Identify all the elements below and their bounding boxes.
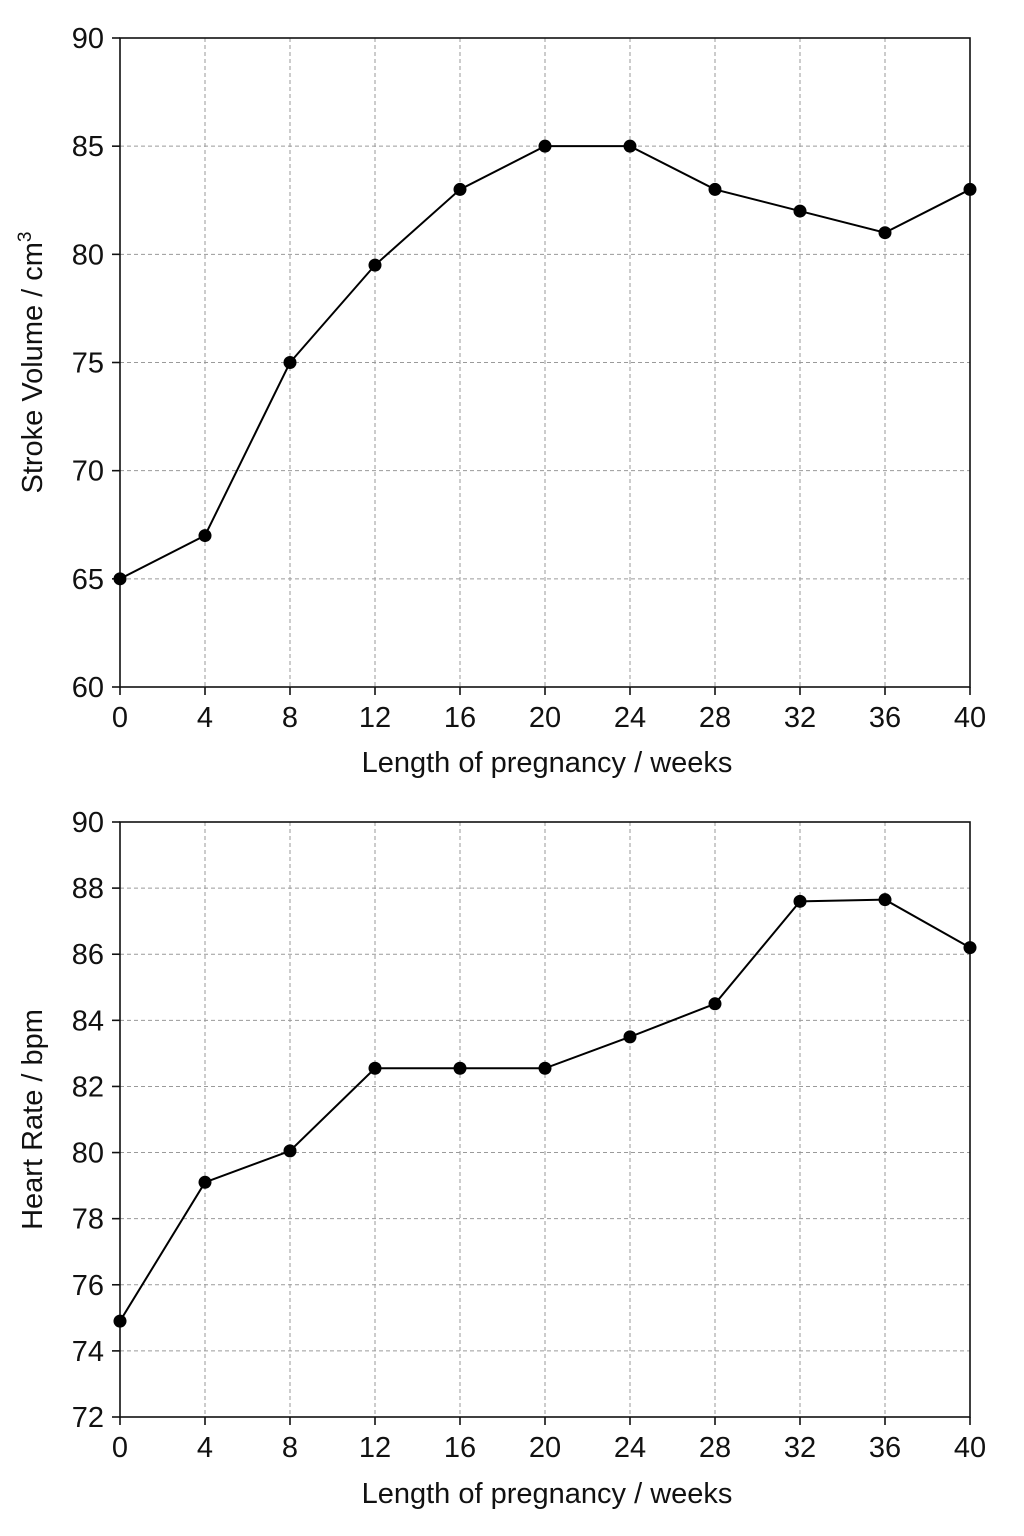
stroke-volume-chart: 0 4 8 12 16 20 24 28 32 36 40 60 65 70 75 80 85 90 Length …: [15, 23, 986, 779]
x-tick-label: 12: [359, 702, 391, 734]
data-point: [538, 1061, 552, 1075]
data-point: [708, 182, 722, 196]
heart-rate-chart: 0 4 8 12 16 20 24 28 32 36 40 72 74 76 78 80 82 84 86 88 90 L…: [17, 807, 986, 1510]
y-axis-label-text: Heart Rate / bpm: [17, 1009, 49, 1230]
y-axis-label: Stroke Volume / cm3: [15, 231, 49, 493]
x-tick-label: 4: [197, 1432, 213, 1464]
x-tick-label: 36: [869, 702, 901, 734]
x-tick-label: 32: [784, 1432, 816, 1464]
data-point: [623, 1030, 637, 1044]
data-point: [283, 356, 297, 369]
x-tick-label: 8: [282, 702, 298, 734]
y-tick-label: 85: [72, 131, 104, 163]
data-point: [453, 182, 467, 196]
y-tick-label: 82: [72, 1071, 104, 1103]
x-tick-label: 28: [699, 702, 731, 734]
y-tick-label: 86: [72, 939, 104, 971]
x-tick-label: 24: [614, 702, 646, 734]
y-tick-label: 80: [72, 239, 104, 271]
x-tick-label: 20: [529, 702, 561, 734]
data-point: [113, 1314, 127, 1328]
data-point: [793, 204, 807, 218]
y-axis-label-text: Stroke Volume / cm: [17, 242, 49, 493]
y-tick-label: 60: [72, 672, 104, 704]
y-tick-label: 90: [72, 807, 104, 839]
x-axis-label: Length of pregnancy / weeks: [362, 747, 733, 779]
data-point: [283, 1144, 297, 1158]
data-point: [963, 182, 977, 196]
data-point: [793, 894, 807, 908]
y-tick-label: 84: [72, 1005, 104, 1037]
y-tick-label: 90: [72, 23, 104, 55]
x-tick-label: 20: [529, 1432, 561, 1464]
data-point: [623, 139, 637, 153]
x-tick-label: 36: [869, 1432, 901, 1464]
x-tick-label: 40: [954, 702, 986, 734]
y-axis-label: Heart Rate / bpm: [17, 1009, 49, 1230]
data-point: [198, 529, 212, 543]
x-tick-label: 4: [197, 702, 213, 734]
y-tick-label: 75: [72, 348, 104, 380]
x-tick-label: 32: [784, 702, 816, 734]
data-point: [198, 1175, 212, 1189]
data-point: [708, 997, 722, 1011]
x-tick-label: 12: [359, 1432, 391, 1464]
data-point: [113, 572, 127, 586]
y-tick-label: 65: [72, 564, 104, 596]
data-point: [368, 1061, 382, 1075]
y-tick-label: 78: [72, 1204, 104, 1236]
x-tick-label: 16: [444, 1432, 476, 1464]
data-point: [368, 258, 382, 272]
y-axis-label-superscript: 3: [15, 231, 36, 242]
data-point: [963, 941, 977, 955]
data-point: [878, 226, 892, 240]
x-tick-label: 24: [614, 1432, 646, 1464]
x-tick-label: 8: [282, 1432, 298, 1464]
x-tick-label: 0: [112, 1432, 128, 1464]
x-tick-label: 16: [444, 702, 476, 734]
x-tick-label: 0: [112, 702, 128, 734]
y-tick-label: 74: [72, 1336, 104, 1368]
x-tick-label: 28: [699, 1432, 731, 1464]
y-tick-label: 80: [72, 1138, 104, 1170]
x-axis-label: Length of pregnancy / weeks: [362, 1478, 733, 1510]
x-tick-label: 40: [954, 1432, 986, 1464]
y-tick-label: 76: [72, 1270, 104, 1302]
data-point: [878, 893, 892, 907]
y-tick-label: 88: [72, 873, 104, 905]
y-tick-label: 70: [72, 456, 104, 488]
data-point: [453, 1061, 467, 1075]
y-tick-label: 72: [72, 1402, 104, 1434]
data-point: [538, 139, 552, 153]
